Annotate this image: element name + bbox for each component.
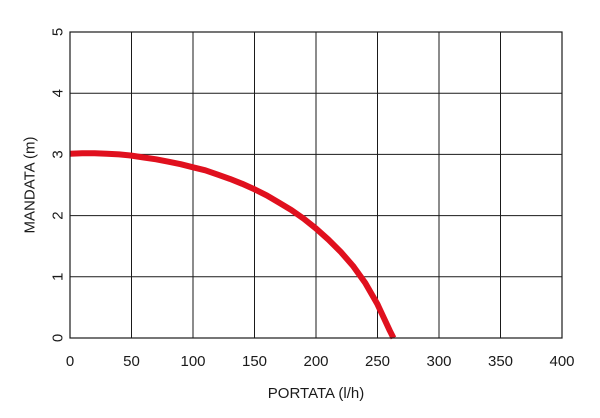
x-tick-label: 300: [426, 353, 451, 370]
x-tick-label: 50: [123, 353, 140, 370]
x-tick-label: 350: [488, 353, 513, 370]
y-tick-label: 4: [50, 89, 67, 97]
x-tick-label: 400: [549, 353, 574, 370]
x-tick-label: 250: [365, 353, 390, 370]
x-tick-labels: 0 50 100 150 200 250 300 350 400: [66, 353, 575, 370]
x-tick-label: 0: [66, 353, 74, 370]
plot-frame: [69, 31, 563, 339]
series-line: [69, 150, 397, 340]
y-tick-label: 0: [50, 334, 67, 342]
x-tick-label: 100: [180, 353, 205, 370]
x-tick-label: 200: [303, 353, 328, 370]
y-tick-label: 3: [50, 150, 67, 158]
y-tick-label: 2: [50, 211, 67, 219]
y-tick-label: 1: [50, 273, 67, 281]
grid: [69, 31, 563, 339]
series-layer: [69, 150, 397, 340]
y-tick-label: 5: [50, 28, 67, 36]
y-axis-label: MANDATA (m): [22, 137, 39, 234]
x-tick-label: 150: [242, 353, 267, 370]
x-axis-label: PORTATA (l/h): [268, 385, 364, 402]
y-tick-labels: 0 1 2 3 4 5: [50, 28, 67, 342]
